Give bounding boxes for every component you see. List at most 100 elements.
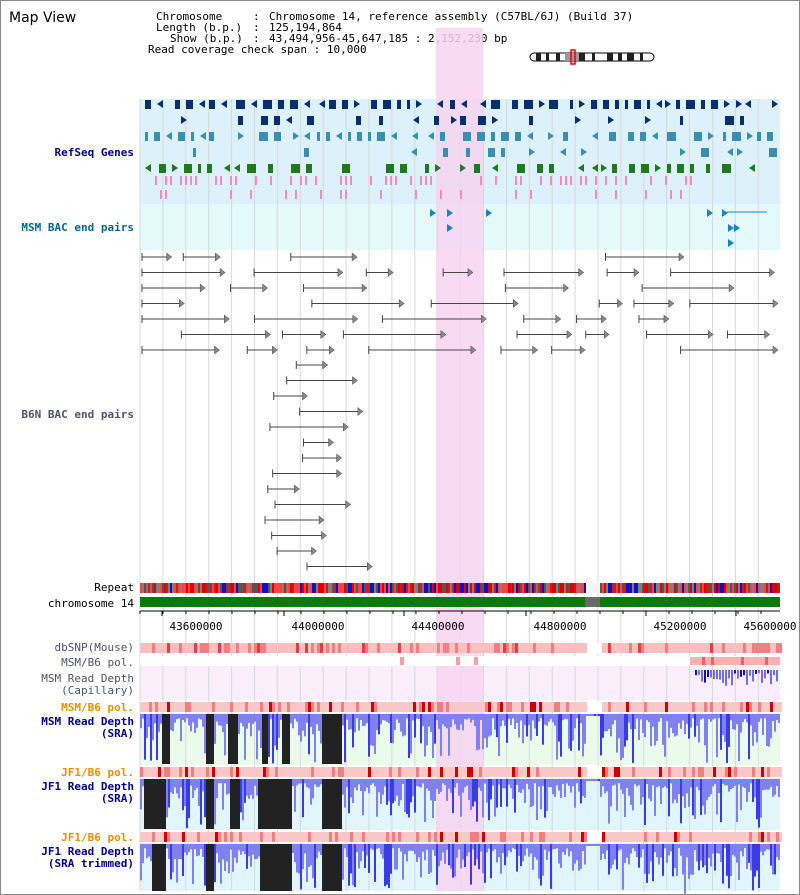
repeat-element bbox=[378, 583, 380, 593]
jf1-b6-pol-bin bbox=[467, 767, 470, 777]
msm-b6-pol-bin bbox=[738, 657, 741, 665]
depth-bar bbox=[470, 779, 472, 811]
msm-bac-features[interactable] bbox=[430, 209, 767, 247]
depth-bar bbox=[610, 844, 612, 869]
chromosome-ideogram[interactable] bbox=[529, 49, 655, 65]
dbsnp-bin bbox=[287, 643, 290, 653]
msm-b6-pol2-bin bbox=[155, 702, 158, 712]
repeat-element bbox=[350, 583, 352, 593]
jf1-b6-pol-bin bbox=[398, 767, 401, 777]
msm-b6-pol2-bin bbox=[524, 702, 527, 712]
msm-b6-pol2-bin bbox=[311, 702, 314, 712]
jf1-b6-pol-bin bbox=[329, 767, 332, 777]
refseq-transcript bbox=[560, 176, 562, 185]
repeat-track[interactable] bbox=[140, 583, 780, 593]
track-label-msm-b6-pol[interactable]: MSM/B6 pol. bbox=[61, 656, 134, 669]
jf1-b6-pol2-bin bbox=[524, 832, 527, 842]
refseq-gene bbox=[706, 164, 710, 173]
msm-b6-pol2-bin bbox=[401, 702, 404, 712]
axis-tick-label: 45200000 bbox=[654, 620, 707, 633]
refseq-features[interactable] bbox=[145, 100, 778, 199]
depth-bar bbox=[234, 714, 236, 764]
repeat-element bbox=[462, 583, 464, 593]
track-label-msm-b6-pol-2[interactable]: MSM/B6 pol. bbox=[61, 701, 134, 714]
depth-bar bbox=[314, 714, 316, 763]
repeat-element bbox=[238, 583, 240, 593]
msm-b6-pol2-bin bbox=[293, 702, 296, 712]
refseq-gene bbox=[548, 132, 554, 140]
track-label-jf1-depth-sra[interactable]: JF1 Read Depth (SRA) bbox=[41, 781, 134, 805]
depth-bar bbox=[350, 714, 352, 730]
b6n-bac-features[interactable] bbox=[141, 252, 779, 572]
coverage-tracks[interactable] bbox=[140, 643, 782, 894]
track-label-msm-bac[interactable]: MSM BAC end pairs bbox=[21, 221, 134, 234]
repeat-element bbox=[620, 583, 622, 593]
track-label-msm-depth-capillary[interactable]: MSM Read Depth (Capillary) bbox=[41, 673, 134, 697]
jf1-b6-pol-bin bbox=[452, 767, 455, 777]
repeat-element bbox=[424, 583, 426, 593]
colon-3: : bbox=[253, 32, 260, 45]
depth-bar bbox=[422, 779, 424, 784]
depth-bar bbox=[316, 779, 318, 787]
msm-b6-pol2-bin bbox=[341, 702, 344, 712]
depth-bar bbox=[588, 844, 590, 846]
jf1-b6-pol2-bin bbox=[302, 832, 305, 842]
depth-bar bbox=[486, 714, 488, 748]
track-label-jf1-depth-trimmed[interactable]: JF1 Read Depth (SRA trimmed) bbox=[41, 846, 134, 870]
jf1-b6-pol-bin bbox=[557, 767, 560, 777]
repeat-element bbox=[696, 583, 698, 593]
depth-bar bbox=[614, 844, 616, 860]
jf1-b6-pol-bin bbox=[671, 767, 674, 777]
repeat-element bbox=[754, 583, 756, 593]
refseq-transcript bbox=[670, 190, 672, 199]
depth-bar bbox=[650, 844, 652, 862]
depth-bar bbox=[626, 779, 628, 788]
jf1-b6-pol2-bin bbox=[515, 832, 518, 842]
depth-bar bbox=[296, 844, 298, 873]
track-label-msm-depth-sra[interactable]: MSM Read Depth (SRA) bbox=[41, 716, 134, 740]
track-label-b6n-bac[interactable]: B6N BAC end pairs bbox=[21, 408, 134, 421]
depth-bar bbox=[600, 844, 602, 860]
repeat-element bbox=[316, 583, 318, 593]
dbsnp-bin bbox=[431, 643, 434, 653]
depth-bar bbox=[608, 714, 610, 730]
depth-bar bbox=[570, 779, 572, 793]
jf1-b6-pol2-bin bbox=[509, 832, 512, 842]
depth-bar bbox=[604, 844, 606, 860]
msm-b6-pol2-bin bbox=[218, 702, 221, 712]
refseq-gene bbox=[463, 132, 471, 141]
refseq-gene bbox=[676, 100, 680, 109]
repeat-element bbox=[334, 583, 336, 593]
dbsnp-bin bbox=[464, 643, 467, 653]
depth-bar bbox=[366, 844, 368, 856]
track-label-refseq[interactable]: RefSeq Genes bbox=[54, 146, 134, 159]
refseq-gene bbox=[391, 132, 397, 140]
msm-b6-pol2-bin bbox=[314, 702, 317, 712]
jf1-b6-pol2-bin bbox=[164, 832, 167, 842]
msm-b6-pol2-bin bbox=[440, 702, 443, 712]
jf1-b6-pol2-bin bbox=[413, 832, 416, 842]
jf1-b6-pol-bin bbox=[347, 767, 350, 777]
msm-b6-pol2-bin bbox=[179, 702, 182, 712]
dbsnp-bin bbox=[566, 643, 569, 653]
msm-b6-pol2-bin bbox=[188, 702, 191, 712]
repeat-element bbox=[382, 583, 384, 593]
jf1-b6-pol-bin bbox=[761, 767, 764, 777]
depth-bar bbox=[426, 844, 428, 850]
jf1-b6-pol2-bin bbox=[200, 832, 203, 842]
track-label-dbsnp[interactable]: dbSNP(Mouse) bbox=[54, 641, 134, 654]
track-label-jf1-b6-pol[interactable]: JF1/B6 pol. bbox=[61, 766, 134, 779]
jf1-b6-pol-bin bbox=[569, 767, 572, 777]
repeat-element bbox=[166, 583, 168, 593]
dbsnp-bin bbox=[365, 643, 368, 653]
depth-bar bbox=[320, 779, 322, 785]
refseq-gene bbox=[461, 100, 467, 108]
jf1-b6-pol2-bin bbox=[692, 832, 695, 842]
track-label-jf1-b6-pol-2[interactable]: JF1/B6 pol. bbox=[61, 831, 134, 844]
dbsnp-bin bbox=[599, 643, 602, 653]
msm-b6-pol2-bin bbox=[191, 702, 194, 712]
repeat-element bbox=[342, 583, 344, 593]
refseq-gene bbox=[680, 148, 686, 156]
depth-bar bbox=[778, 714, 780, 723]
repeat-element bbox=[224, 583, 226, 593]
